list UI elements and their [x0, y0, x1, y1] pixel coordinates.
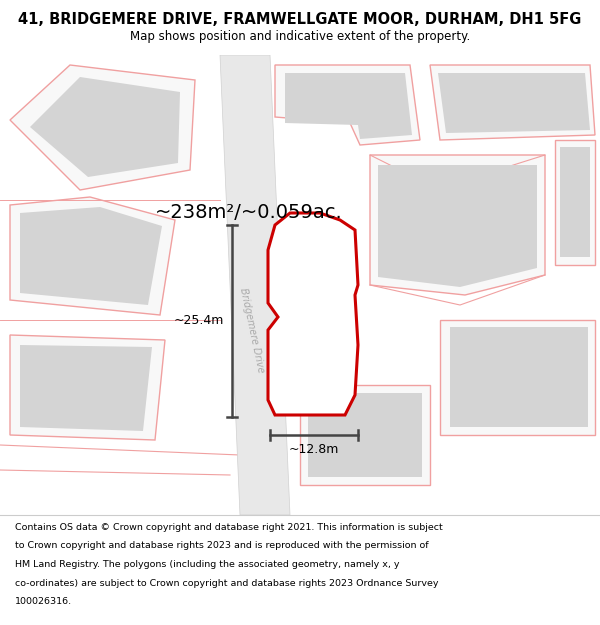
Polygon shape — [560, 147, 590, 257]
Polygon shape — [30, 77, 180, 177]
Text: ~12.8m: ~12.8m — [289, 443, 339, 456]
Bar — [282, 250, 347, 370]
Polygon shape — [20, 207, 162, 305]
Polygon shape — [220, 55, 290, 515]
Text: HM Land Registry. The polygons (including the associated geometry, namely x, y: HM Land Registry. The polygons (includin… — [15, 560, 400, 569]
Polygon shape — [10, 335, 165, 440]
Polygon shape — [555, 140, 595, 265]
Polygon shape — [268, 213, 358, 415]
Polygon shape — [20, 345, 152, 431]
Text: 41, BRIDGEMERE DRIVE, FRAMWELLGATE MOOR, DURHAM, DH1 5FG: 41, BRIDGEMERE DRIVE, FRAMWELLGATE MOOR,… — [19, 12, 581, 27]
Polygon shape — [440, 320, 595, 435]
Polygon shape — [275, 65, 420, 145]
Polygon shape — [300, 385, 430, 485]
Polygon shape — [378, 165, 537, 287]
Text: 100026316.: 100026316. — [15, 598, 72, 606]
Polygon shape — [370, 155, 545, 295]
Text: to Crown copyright and database rights 2023 and is reproduced with the permissio: to Crown copyright and database rights 2… — [15, 541, 428, 551]
Polygon shape — [10, 65, 195, 190]
Polygon shape — [10, 197, 175, 315]
Polygon shape — [285, 73, 412, 139]
Polygon shape — [308, 393, 422, 477]
Text: Contains OS data © Crown copyright and database right 2021. This information is : Contains OS data © Crown copyright and d… — [15, 522, 443, 532]
Text: Map shows position and indicative extent of the property.: Map shows position and indicative extent… — [130, 30, 470, 43]
Text: co-ordinates) are subject to Crown copyright and database rights 2023 Ordnance S: co-ordinates) are subject to Crown copyr… — [15, 579, 439, 587]
Text: ~238m²/~0.059ac.: ~238m²/~0.059ac. — [155, 203, 343, 222]
Polygon shape — [450, 327, 588, 427]
Polygon shape — [438, 73, 590, 133]
Polygon shape — [430, 65, 595, 140]
Text: ~25.4m: ~25.4m — [173, 314, 224, 328]
Text: Bridgemere Drive: Bridgemere Drive — [238, 287, 266, 373]
